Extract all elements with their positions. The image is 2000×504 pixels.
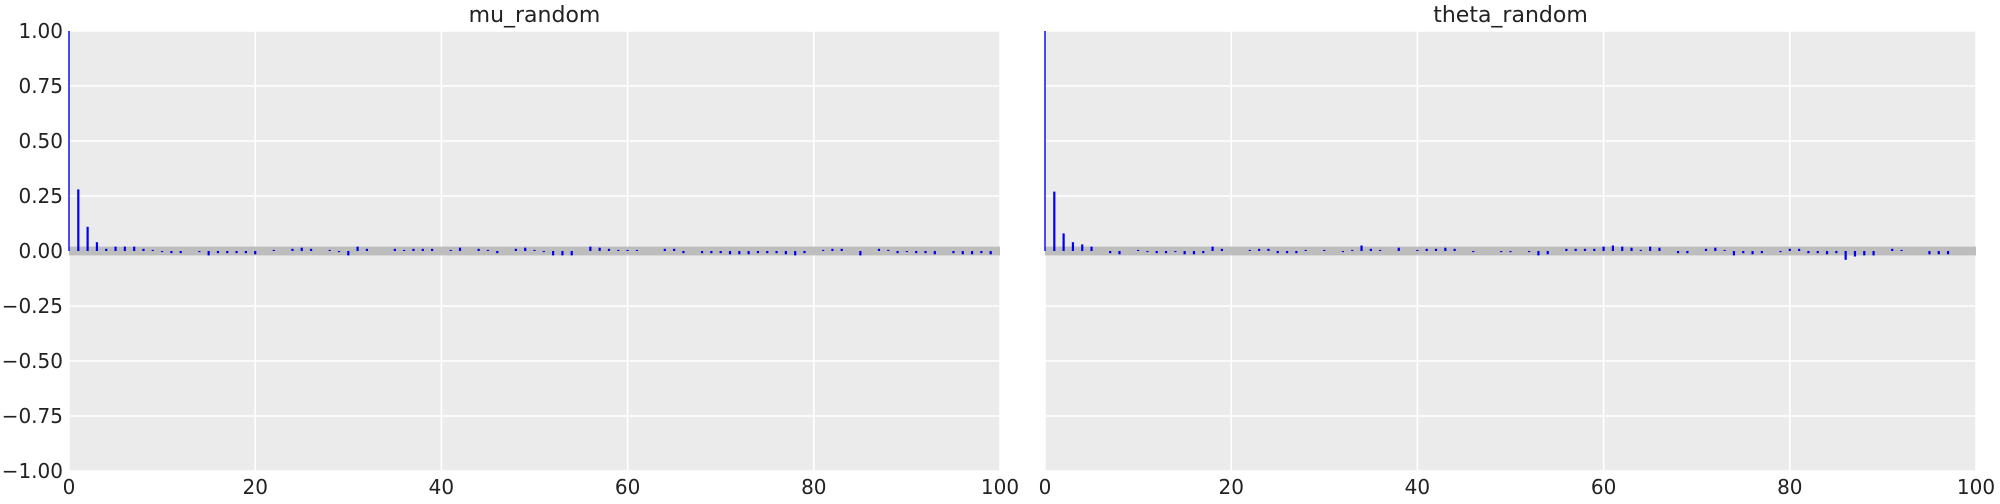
x-tick-label: 20 — [242, 475, 267, 499]
y-tick-label: 0.25 — [18, 184, 63, 208]
x-tick-label: 0 — [63, 475, 76, 499]
x-tick-label: 60 — [1591, 475, 1616, 499]
x-tick-label: 80 — [801, 475, 826, 499]
x-tick-label: 20 — [1218, 475, 1243, 499]
x-tick-label: 0 — [1039, 475, 1052, 499]
y-tick-label: −0.50 — [2, 349, 63, 373]
y-tick-label: −0.75 — [2, 404, 63, 428]
y-tick-label: 0.00 — [18, 239, 63, 263]
x-tick-label: 100 — [981, 475, 1019, 499]
x-tick-label: 60 — [615, 475, 640, 499]
panel-title: mu_random — [469, 3, 601, 28]
x-tick-label: 80 — [1777, 475, 1802, 499]
x-tick-label: 40 — [429, 475, 454, 499]
y-tick-label: 0.50 — [18, 129, 63, 153]
y-tick-label: 1.00 — [18, 19, 63, 43]
panel-title: theta_random — [1433, 3, 1588, 28]
acf-panel-1: mu_random 0 20 40 60 80 100 −1.00 −0.75 −0.50 −0.2… — [2, 3, 1019, 499]
y-tick-label: −0.25 — [2, 294, 63, 318]
x-tick-label: 40 — [1405, 475, 1430, 499]
y-tick-label: 0.75 — [18, 74, 63, 98]
y-tick-label: −1.00 — [2, 459, 63, 483]
acf-panel-2: theta_random 0 20 40 60 80 100 — [1039, 3, 1995, 499]
x-tick-label: 100 — [1957, 475, 1995, 499]
